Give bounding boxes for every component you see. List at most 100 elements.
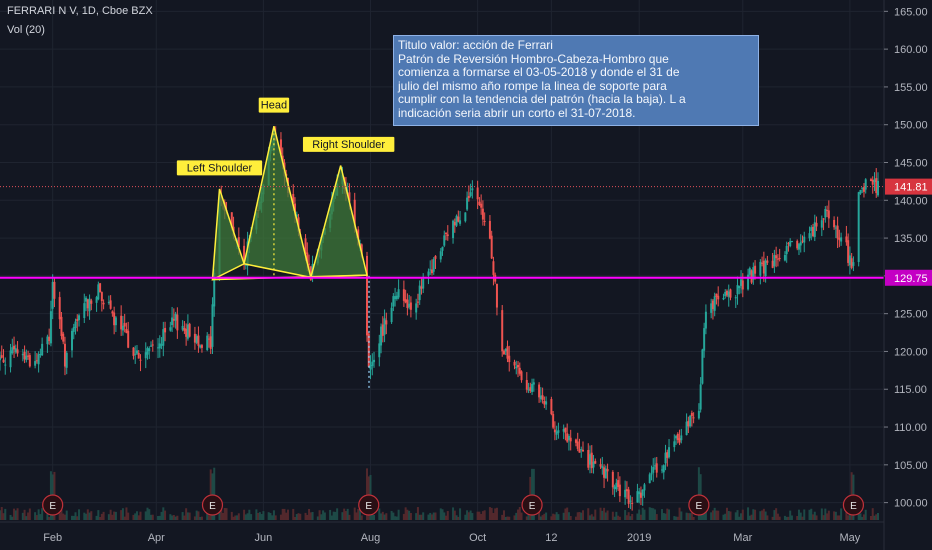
candle-body (243, 245, 246, 263)
volume-bar (459, 508, 462, 520)
volume-bar (504, 516, 507, 520)
annotation-line: Titulo valor: acción de Ferrari (398, 38, 553, 52)
volume-bar (815, 515, 818, 520)
y-tick-label: 110.00 (894, 422, 927, 434)
y-tick-label: 145.00 (894, 158, 928, 170)
volume-bar (441, 509, 444, 520)
volume-bar (430, 514, 433, 520)
candle-body (750, 270, 753, 283)
x-tick-label: Jun (255, 532, 273, 544)
candle-body (552, 414, 555, 428)
candle-body (48, 336, 51, 341)
volume-bar (111, 514, 114, 520)
volume-bar (86, 509, 89, 520)
left-shoulder-label: Left Shoulder (187, 162, 253, 174)
volume-bar (664, 513, 667, 520)
candle-body (14, 348, 17, 353)
volume-bar (552, 513, 555, 520)
volume-bar (625, 515, 628, 520)
volume-bar (358, 508, 361, 520)
volume-bar (790, 515, 793, 520)
volume-bar (567, 512, 570, 520)
volume-bar (759, 511, 762, 520)
candle-body (353, 199, 356, 229)
volume-bar (576, 512, 579, 520)
candle-body (824, 208, 827, 218)
volume-bar (627, 512, 630, 520)
volume-bar (589, 515, 592, 520)
volume-bar (48, 516, 51, 520)
volume-bar (9, 514, 12, 520)
volume-bar (871, 508, 874, 520)
candle-body (857, 192, 860, 263)
x-tick-label: 2019 (627, 532, 651, 544)
x-tick-label: 12 (545, 532, 557, 544)
candle-body (308, 263, 311, 265)
candle-body (797, 244, 800, 250)
volume-bar (244, 514, 247, 520)
candle-body (478, 201, 481, 205)
volume-bar (378, 508, 381, 520)
candle-body (102, 302, 105, 305)
volume-bar (318, 510, 321, 520)
volume-bar (569, 516, 572, 520)
symbol-title[interactable]: FERRARI N V, 1D, Cboe BZX (7, 5, 153, 17)
candle-body (574, 439, 577, 443)
candle-body (833, 219, 836, 228)
volume-bar (137, 515, 140, 520)
volume-bar (292, 508, 295, 520)
candle-body (848, 255, 851, 266)
volume-bar (469, 510, 472, 520)
candle-body (875, 178, 878, 194)
candle-body (604, 468, 607, 479)
annotation-box[interactable]: Titulo valor: acción de Ferrari Patrón d… (393, 35, 759, 126)
volume-bar (840, 508, 843, 520)
volume-bar (336, 508, 339, 520)
volume-bar (617, 515, 620, 520)
candle-body (443, 235, 446, 246)
candle-body (617, 480, 620, 487)
candle-body (785, 245, 788, 255)
candle-body (506, 346, 509, 359)
candle-body (100, 292, 103, 302)
volume-bar (740, 513, 743, 520)
volume-bar (434, 512, 437, 520)
volume-bar (587, 508, 590, 520)
candle-body (771, 260, 774, 268)
candle-body (541, 395, 544, 400)
candle-body (63, 343, 66, 367)
volume-bar (360, 515, 363, 520)
volume-bar (402, 513, 405, 520)
candle-body (638, 491, 641, 495)
volume-bar (824, 508, 827, 520)
volume-bar (820, 508, 823, 520)
candle-body (504, 349, 507, 352)
candle-body (717, 295, 720, 300)
volume-bar (703, 510, 706, 520)
candle-body (113, 312, 116, 326)
candle-body (427, 271, 430, 276)
candle-body (578, 449, 581, 453)
candle-body (430, 269, 433, 274)
volume-bar (371, 510, 374, 520)
volume-bar (188, 512, 191, 520)
candle-body (576, 441, 579, 449)
volume-bar (624, 510, 627, 520)
volume-bar (346, 508, 349, 520)
volume-bar (668, 509, 671, 520)
volume-bar (722, 514, 725, 520)
candle-body (778, 257, 781, 259)
candle-body (0, 355, 3, 358)
volume-bar (761, 510, 764, 520)
volume-bar (394, 516, 397, 520)
volume-bar (861, 516, 864, 520)
volume-bar (857, 513, 860, 520)
candle-body (467, 195, 470, 199)
volume-indicator-label[interactable]: Vol (20) (7, 24, 45, 36)
earnings-marker-label: E (529, 501, 536, 512)
candle-body (434, 255, 437, 259)
volume-bar (789, 510, 792, 520)
candle-body (373, 359, 376, 363)
volume-bar (495, 507, 498, 520)
candle-body (49, 311, 52, 344)
